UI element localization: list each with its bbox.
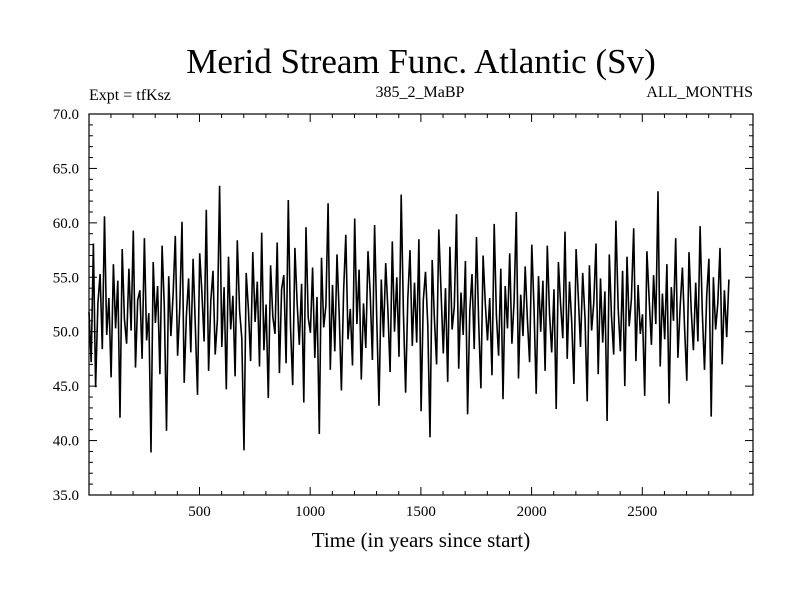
y-tick-label: 60.0	[53, 216, 79, 232]
y-tick-label: 65.0	[53, 161, 79, 177]
series-line	[88, 185, 730, 453]
x-tick-label: 1000	[295, 504, 325, 520]
y-axis: 35.0 40.0 45.0 50.0 55.0 60.0 65.0 70.0	[53, 107, 753, 504]
x-tick-label: 1500	[406, 504, 436, 520]
x-tick-label: 2500	[627, 504, 657, 520]
y-tick-label: 50.0	[53, 325, 79, 341]
x-tick-label: 2000	[517, 504, 547, 520]
y-tick-label: 35.0	[53, 488, 79, 504]
y-tick-label: 40.0	[53, 434, 79, 450]
y-tick-label: 45.0	[53, 379, 79, 395]
x-tick-label: 500	[188, 504, 211, 520]
x-axis: 500 1000 1500 2000 2500	[110, 114, 732, 520]
run-label: 385_2_MaBP	[376, 84, 465, 101]
y-tick-label: 70.0	[53, 107, 79, 123]
chart-title: Merid Stream Func. Atlantic (Sv)	[186, 42, 656, 81]
plot-frame	[88, 113, 754, 496]
y-tick-label: 55.0	[53, 270, 79, 286]
months-label: ALL_MONTHS	[646, 84, 753, 101]
x-axis-title: Time (in years since start)	[312, 528, 531, 552]
experiment-label: Expt = tfKsz	[89, 87, 171, 104]
plot-area	[88, 185, 730, 453]
